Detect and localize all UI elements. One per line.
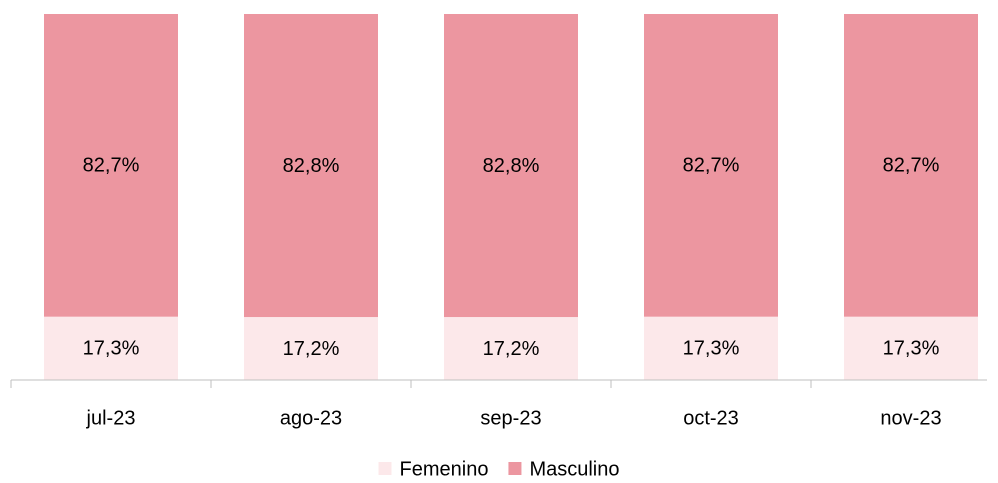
data-label: 17,2% — [483, 338, 540, 360]
data-label: 82,8% — [283, 155, 340, 177]
x-tick-label: sep-23 — [480, 407, 541, 429]
legend-label: Masculino — [529, 458, 619, 480]
bar-segment — [444, 14, 578, 318]
x-tick-label: jul-23 — [86, 407, 136, 429]
legend-swatch — [378, 462, 392, 475]
x-tick-label: ago-23 — [280, 407, 342, 429]
bar-segment — [444, 317, 578, 380]
x-tick-label: nov-23 — [880, 407, 941, 429]
data-label: 17,3% — [83, 338, 140, 360]
data-label: 17,3% — [883, 338, 940, 360]
data-label: 82,7% — [883, 155, 940, 177]
bar-segment — [44, 316, 178, 380]
bar-segment — [844, 316, 978, 380]
legend-label: Femenino — [400, 458, 489, 480]
bar-segment — [644, 316, 778, 380]
data-label: 17,3% — [683, 338, 740, 360]
bar-segment — [844, 14, 978, 317]
data-label: 17,2% — [283, 338, 340, 360]
bar-segment — [644, 14, 778, 317]
data-label: 82,7% — [83, 155, 140, 177]
x-tick-label: oct-23 — [683, 407, 739, 429]
legend-swatch — [508, 462, 522, 475]
data-label: 82,7% — [683, 155, 740, 177]
bar-segment — [244, 14, 378, 318]
bar-segment — [44, 14, 178, 317]
data-label: 82,8% — [483, 155, 540, 177]
bar-segment — [244, 317, 378, 380]
